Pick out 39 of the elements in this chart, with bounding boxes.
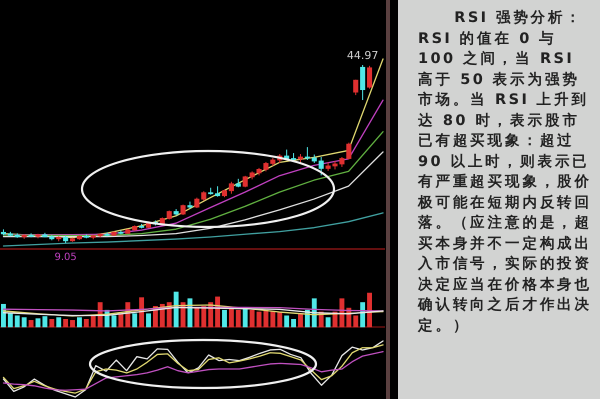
bar [14, 316, 20, 328]
bar [291, 319, 296, 328]
bar [42, 316, 48, 328]
bar [132, 313, 138, 328]
bar [194, 308, 200, 328]
bar [90, 316, 96, 328]
bar [118, 313, 124, 328]
bar [263, 310, 268, 328]
bar [277, 312, 282, 328]
bar [76, 317, 82, 328]
bar [188, 298, 192, 328]
bar [326, 317, 331, 328]
bar [256, 312, 262, 328]
bar [284, 316, 290, 328]
bar [70, 320, 75, 328]
bar [236, 310, 241, 328]
annotation: 44.97 [346, 49, 378, 62]
text: 9.05 [54, 252, 77, 263]
bar [298, 313, 303, 328]
bar [174, 292, 179, 328]
bar [353, 316, 358, 328]
text: RSI 强势分析：RSI 的值在 0 与 100 之间，当 RSI 高于 50 表示为强势市场。当 RSI 上升到达 80 时，表示股市已有超买现象：超过 90 以上时，则表示已有严重超买现象，股价极可能在短期内反转回落。（应注意的是，超买本身并不一定构成出入市信号，实际的投资决定应当在价格本身也确认转向之后才作出决定。） [418, 10, 592, 334]
bar [367, 292, 372, 328]
bar [28, 320, 34, 328]
bar [146, 313, 151, 328]
bar [84, 319, 89, 328]
bar [270, 310, 276, 328]
bar [112, 316, 116, 328]
bar [250, 310, 255, 328]
bar [49, 319, 54, 328]
bar [63, 319, 68, 328]
bar [8, 313, 13, 328]
bar [36, 318, 40, 328]
bar [242, 308, 248, 328]
bar [228, 308, 234, 328]
bar [222, 310, 227, 328]
bar [56, 317, 62, 328]
bar [22, 317, 27, 328]
bar [1, 304, 6, 328]
